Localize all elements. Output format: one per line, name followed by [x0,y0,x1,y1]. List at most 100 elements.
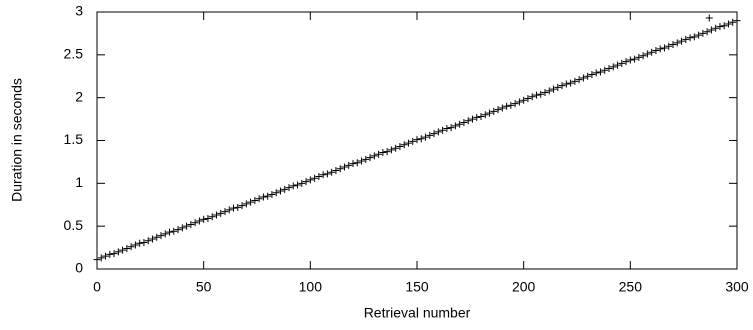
point [520,96,528,104]
point [643,50,651,58]
point [349,160,357,168]
point [443,125,451,133]
point [486,109,494,117]
point [328,168,336,176]
point [575,76,583,84]
point [660,44,668,52]
point [439,126,447,134]
point [358,157,366,165]
point [532,91,540,99]
point [614,61,622,69]
point [729,18,737,26]
point [596,68,604,76]
point [720,22,728,30]
point [157,232,165,240]
y-tick-label: 1 [75,174,83,190]
point [379,148,387,156]
point [699,29,707,37]
point [174,226,182,234]
point [682,35,690,43]
point [319,171,327,179]
y-tick-label: 3 [75,3,83,19]
point [259,193,267,201]
point [195,217,203,225]
x-tick-label: 300 [725,279,749,295]
point [724,20,732,28]
point [609,63,617,71]
point [114,248,122,256]
point [656,45,664,53]
point [579,74,587,82]
point [648,48,656,56]
point [733,17,741,25]
point [605,65,613,73]
point [707,26,715,34]
point [705,14,713,22]
point [498,104,506,112]
point [686,34,694,42]
x-tick-label: 0 [93,279,101,295]
point [204,214,212,222]
point [212,211,220,219]
point [477,113,485,121]
point [626,56,634,64]
point [153,233,161,241]
point [200,215,208,223]
point [234,203,242,211]
point [673,39,681,47]
point [144,237,152,245]
point [383,148,391,156]
x-axis-title: Retrieval number [364,305,471,321]
y-tick-label: 2 [75,88,83,104]
point [712,24,720,32]
point [217,209,225,217]
point [366,154,374,162]
point [387,146,395,154]
point [494,106,502,114]
point [451,122,459,130]
x-tick-label: 250 [619,279,643,295]
point [426,131,434,139]
point [678,37,686,45]
point [272,189,280,197]
point [289,182,297,190]
point [191,219,199,227]
point [404,139,412,147]
point [716,23,724,31]
point [285,184,293,192]
point [400,141,408,149]
point [592,69,600,77]
point [323,170,331,178]
point [503,102,511,110]
point [230,204,238,212]
point [507,101,515,109]
point [468,115,476,123]
point [102,252,110,260]
point [370,152,378,160]
point [302,178,310,186]
point [413,136,421,144]
point [161,230,169,238]
point [208,213,216,221]
y-tick-label: 2.5 [64,46,84,62]
point [460,119,468,127]
point [541,89,549,97]
point [123,244,131,252]
point [511,100,519,108]
y-axis-title: Duration in seconds [9,78,25,202]
x-tick-label: 100 [299,279,323,295]
point [221,208,229,216]
point [622,58,630,66]
point [148,235,156,243]
point [268,190,276,198]
point [242,200,250,208]
point [255,195,263,203]
point [264,192,272,200]
point [336,165,344,173]
point [375,150,383,158]
point [332,166,340,174]
x-tick-label: 50 [196,279,212,295]
point [294,181,302,189]
point [545,87,553,95]
